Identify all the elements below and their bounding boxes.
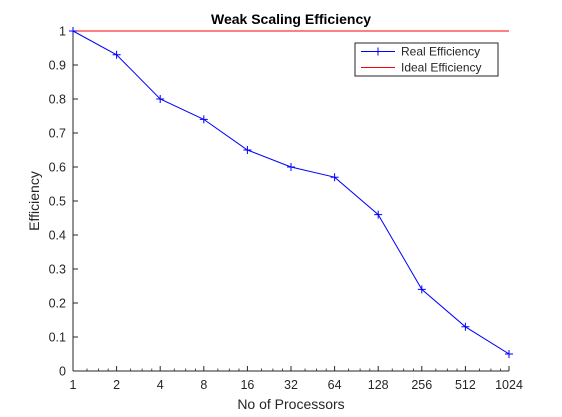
- x-tick-label: 256: [411, 378, 432, 392]
- real-efficiency-point: [287, 163, 295, 171]
- real-efficiency-point: [505, 350, 513, 358]
- real-efficiency-point: [330, 173, 339, 182]
- x-tick-label: 128: [368, 378, 389, 392]
- chart-title: Weak Scaling Efficiency: [211, 11, 371, 27]
- y-axis-label: Efficiency: [26, 171, 42, 231]
- x-tick-label: 64: [328, 378, 342, 392]
- y-tick-label: 0.1: [49, 331, 66, 345]
- real-efficiency-point: [243, 146, 252, 154]
- y-tick-label: 0.4: [49, 229, 66, 243]
- real-efficiency-point: [112, 50, 121, 59]
- real-efficiency-point: [69, 27, 77, 35]
- real-efficiency-point: [417, 285, 426, 294]
- x-tick-label: 512: [455, 378, 476, 392]
- real-efficiency-point: [156, 95, 165, 103]
- y-tick-label: 0.7: [49, 127, 66, 141]
- x-tick-label: 8: [200, 378, 207, 392]
- y-tick-label: 0.8: [49, 93, 66, 107]
- legend: Real Efficiency Ideal Efficiency: [354, 42, 499, 77]
- real-efficiency-point: [374, 210, 383, 219]
- legend-box: [354, 42, 499, 77]
- series-layer: [69, 27, 513, 358]
- x-tick-label: 16: [240, 378, 254, 392]
- x-tick-label: 1: [70, 378, 77, 392]
- legend-marker-real-efficiency: [374, 47, 382, 56]
- x-tick-label: 2: [113, 378, 120, 392]
- legend-label-ideal-efficiency: Ideal Efficiency: [401, 61, 482, 75]
- y-tick-label: 0.5: [49, 195, 66, 209]
- x-axis-label: No of Processors: [237, 396, 344, 412]
- x-tick-label: 32: [284, 378, 298, 392]
- y-tick-label: 0.9: [49, 59, 66, 73]
- x-tick-label: 1024: [495, 378, 523, 392]
- y-tick-label: 0.6: [49, 161, 66, 175]
- y-tick-label: 1: [59, 25, 66, 39]
- y-tick-label: 0: [59, 365, 66, 379]
- real-efficiency-point: [461, 322, 470, 331]
- real-efficiency-point: [199, 115, 208, 124]
- axis-ticks: 0 0.1 0.2 0.3 0.4 0.5 0.6 0.7 0.8 0.9 1 1 2 4 8 16 32 64 1…: [49, 25, 523, 393]
- x-tick-label: 4: [157, 378, 164, 392]
- y-tick-label: 0.3: [49, 263, 66, 277]
- y-tick-label: 0.2: [49, 297, 66, 311]
- legend-label-real-efficiency: Real Efficiency: [401, 45, 480, 59]
- plot-area: [73, 31, 509, 371]
